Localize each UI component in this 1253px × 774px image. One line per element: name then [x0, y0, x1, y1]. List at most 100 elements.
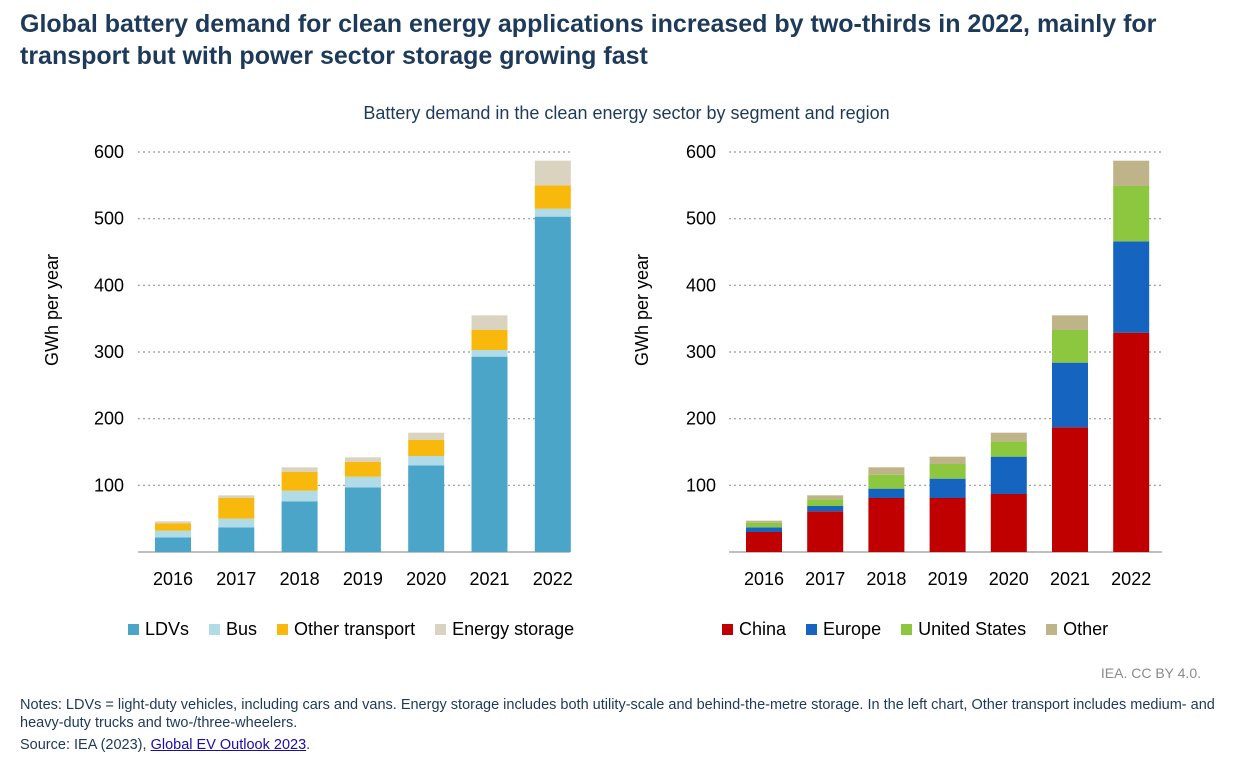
left-ytick-300: 300 — [94, 342, 124, 362]
left-ytick-200: 200 — [94, 409, 124, 429]
right-ytick-400: 400 — [686, 275, 716, 295]
left-bar-energy-storage-2016 — [155, 521, 191, 524]
legend-label-bus: Bus — [226, 619, 258, 639]
left-bar-ldvs-2016 — [155, 537, 191, 552]
left-bar-energy-storage-2019 — [344, 457, 381, 462]
notes-text: Notes: LDVs = light-duty vehicles, inclu… — [20, 697, 1215, 731]
left-ytick-100: 100 — [94, 475, 124, 495]
legend-label-other: Other — [1063, 619, 1109, 639]
right-bar-china-2020 — [990, 494, 1027, 552]
left-y-axis-label: GWh per year — [42, 254, 62, 366]
left-bar-other-transport-2020 — [408, 440, 445, 456]
left-bar-other-transport-2022 — [534, 185, 571, 209]
right-bar-other-2021 — [1052, 315, 1088, 330]
left-bar-ldvs-2020 — [408, 465, 445, 552]
legend-swatch-europe — [806, 624, 818, 635]
right-bar-other-2019 — [929, 456, 966, 464]
left-xtick-2022: 2022 — [533, 569, 573, 589]
right-bar-united-states-2017 — [807, 499, 844, 506]
left-bar-bus-2017 — [218, 518, 255, 528]
legend-swatch-other — [1046, 624, 1058, 635]
credit-label: IEA. CC BY 4.0. — [1100, 665, 1201, 681]
right-bar-united-states-2019 — [929, 464, 966, 479]
right-bar-europe-2016 — [746, 527, 782, 532]
right-bar-europe-2021 — [1052, 362, 1088, 428]
right-ytick-100: 100 — [686, 475, 716, 495]
left-bar-energy-storage-2018 — [281, 467, 318, 472]
legend-swatch-china — [722, 624, 733, 635]
left-bar-energy-storage-2020 — [408, 432, 445, 440]
right-ytick-200: 200 — [686, 409, 716, 429]
right-bar-europe-2020 — [990, 456, 1027, 494]
right-bar-europe-2018 — [868, 488, 905, 498]
chart-subtitle: Battery demand in the clean energy secto… — [363, 103, 890, 123]
right-ytick-500: 500 — [686, 209, 716, 229]
left-bar-bus-2020 — [408, 456, 445, 466]
left-bar-other-transport-2021 — [471, 330, 508, 350]
right-bar-united-states-2021 — [1052, 330, 1088, 363]
left-xtick-2020: 2020 — [406, 569, 446, 589]
legend-label-energy-storage: Energy storage — [452, 619, 575, 639]
right-xtick-2016: 2016 — [744, 569, 784, 589]
left-bar-energy-storage-2017 — [218, 495, 255, 498]
legend-item-bus: Bus — [209, 619, 257, 640]
right-bar-europe-2017 — [807, 506, 844, 512]
left-xtick-2017: 2017 — [216, 569, 256, 589]
right-bar-europe-2022 — [1113, 241, 1150, 333]
legend-label-ldvs: LDVs — [145, 619, 190, 639]
right-ytick-600: 600 — [686, 142, 716, 162]
right-xtick-2022: 2022 — [1111, 569, 1151, 589]
left-bar-energy-storage-2022 — [534, 160, 571, 186]
left-xtick-2019: 2019 — [343, 569, 383, 589]
legend-region: China Europe United States Other — [722, 619, 1108, 640]
legend-label-europe: Europe — [823, 619, 882, 639]
right-bar-europe-2019 — [929, 478, 966, 498]
legend-item-europe: Europe — [806, 619, 881, 640]
right-xtick-2019: 2019 — [928, 569, 968, 589]
chart-title: Global battery demand for clean energy a… — [20, 10, 1157, 70]
legend-item-other-transport: Other transport — [277, 619, 415, 640]
left-ytick-600: 600 — [94, 142, 124, 162]
legend-item-energy-storage: Energy storage — [435, 619, 574, 640]
right-bar-united-states-2022 — [1113, 186, 1150, 242]
left-xtick-2016: 2016 — [153, 569, 193, 589]
right-bar-other-2020 — [990, 432, 1027, 442]
right-bar-china-2021 — [1052, 427, 1088, 552]
source-line: Source: IEA (2023), Global EV Outlook 20… — [20, 737, 310, 753]
left-bar-bus-2019 — [344, 476, 381, 488]
legend-swatch-other-transport — [277, 624, 289, 635]
right-bar-china-2017 — [807, 511, 844, 552]
right-bar-other-2017 — [807, 495, 844, 500]
right-bar-china-2022 — [1113, 332, 1150, 552]
left-bar-bus-2016 — [155, 530, 191, 538]
left-bar-other-transport-2018 — [281, 472, 318, 491]
legend-swatch-bus — [209, 624, 221, 635]
right-ytick-300: 300 — [686, 342, 716, 362]
left-bar-other-transport-2016 — [155, 523, 191, 531]
source-link[interactable]: Global EV Outlook 2023 — [150, 737, 307, 753]
left-ytick-500: 500 — [94, 209, 124, 229]
legend-swatch-ldvs — [128, 624, 139, 635]
legend-item-other: Other — [1046, 619, 1108, 640]
right-xtick-2017: 2017 — [805, 569, 845, 589]
left-bar-bus-2022 — [534, 208, 571, 217]
left-bar-ldvs-2017 — [218, 527, 255, 552]
right-bar-china-2019 — [929, 498, 966, 552]
right-bar-other-2022 — [1113, 160, 1150, 186]
left-xtick-2021: 2021 — [469, 569, 509, 589]
left-bar-ldvs-2021 — [471, 356, 508, 552]
right-xtick-2020: 2020 — [989, 569, 1029, 589]
right-bar-other-2018 — [868, 467, 905, 475]
legend-item-china: China — [722, 619, 786, 640]
source-suffix: . — [306, 737, 311, 753]
right-bar-other-2016 — [746, 520, 782, 523]
legend-segment: LDVs Bus Other transport Energy storage — [128, 619, 574, 640]
right-bar-united-states-2016 — [746, 522, 782, 528]
left-bar-ldvs-2019 — [344, 487, 381, 552]
left-bar-other-transport-2019 — [344, 462, 381, 477]
legend-item-ldvs: LDVs — [128, 619, 189, 640]
left-bar-ldvs-2022 — [534, 216, 571, 552]
legend-swatch-energy-storage — [435, 624, 447, 635]
left-bar-bus-2021 — [471, 350, 508, 357]
